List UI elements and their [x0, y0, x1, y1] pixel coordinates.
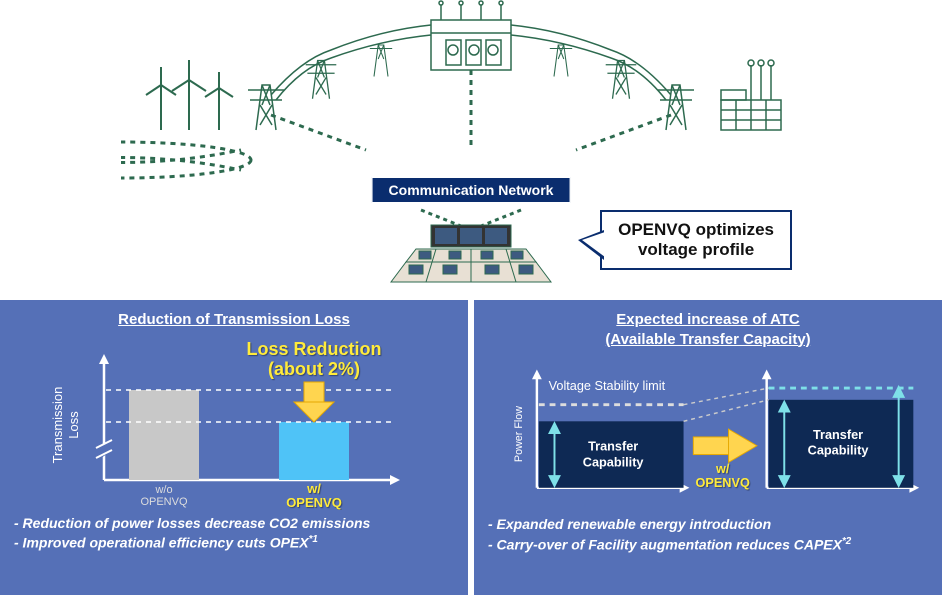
grid-illustration	[121, 0, 821, 180]
grid-svg	[121, 0, 821, 180]
left-chart: Transmission Loss Loss Reduction (about …	[14, 340, 454, 510]
communication-network-label: Communication Network	[372, 177, 571, 203]
bar-without-openvq	[129, 390, 199, 480]
bar-with-openvq	[279, 422, 349, 480]
power-plant-icon	[721, 60, 781, 130]
svg-text:OPENVQ: OPENVQ	[695, 475, 749, 490]
left-panel: Reduction of Transmission Loss Transmiss…	[0, 300, 468, 595]
right-chart: Power Flow Voltage Stability limit	[488, 359, 928, 511]
panels: Reduction of Transmission Loss Transmiss…	[0, 300, 942, 595]
svg-text:OPENVQ: OPENVQ	[140, 496, 188, 508]
svg-text:Transfer: Transfer	[813, 427, 863, 442]
callout-line2: voltage profile	[618, 240, 774, 260]
control-center-icon	[381, 207, 561, 287]
callout-line1: OPENVQ optimizes	[618, 220, 774, 240]
svg-text:Loss: Loss	[66, 410, 81, 438]
svg-text:w/o: w/o	[154, 484, 172, 496]
left-bullets: - Reduction of power losses decrease CO2…	[14, 514, 454, 554]
svg-text:Transfer: Transfer	[588, 439, 638, 454]
right-panel: Expected increase of ATC(Available Trans…	[474, 300, 942, 595]
right-arrow-icon	[693, 429, 757, 462]
voltage-stability-label: Voltage Stability limit	[549, 378, 666, 393]
svg-text:Capability: Capability	[583, 454, 644, 469]
substation-icon	[431, 1, 511, 70]
loss-reduction-pct: (about 2%)	[268, 359, 360, 379]
network-ring-icon	[121, 142, 251, 178]
svg-text:Power Flow: Power Flow	[513, 406, 525, 462]
top-section: Communication Network OPENVQ optimizes v…	[0, 0, 942, 300]
loss-reduction-label: Loss Reduction	[246, 340, 381, 359]
down-arrow-icon	[294, 382, 334, 422]
right-panel-title: Expected increase of ATC(Available Trans…	[488, 310, 928, 349]
right-bullets: - Expanded renewable energy introduction…	[488, 515, 928, 555]
left-panel-title: Reduction of Transmission Loss	[14, 310, 454, 330]
svg-text:w/: w/	[306, 481, 321, 496]
openvq-callout: OPENVQ optimizes voltage profile	[600, 210, 792, 270]
svg-text:Capability: Capability	[808, 443, 869, 458]
svg-text:OPENVQ: OPENVQ	[286, 495, 342, 510]
svg-text:Transmission: Transmission	[50, 386, 65, 463]
wind-turbine-icon	[146, 60, 233, 130]
